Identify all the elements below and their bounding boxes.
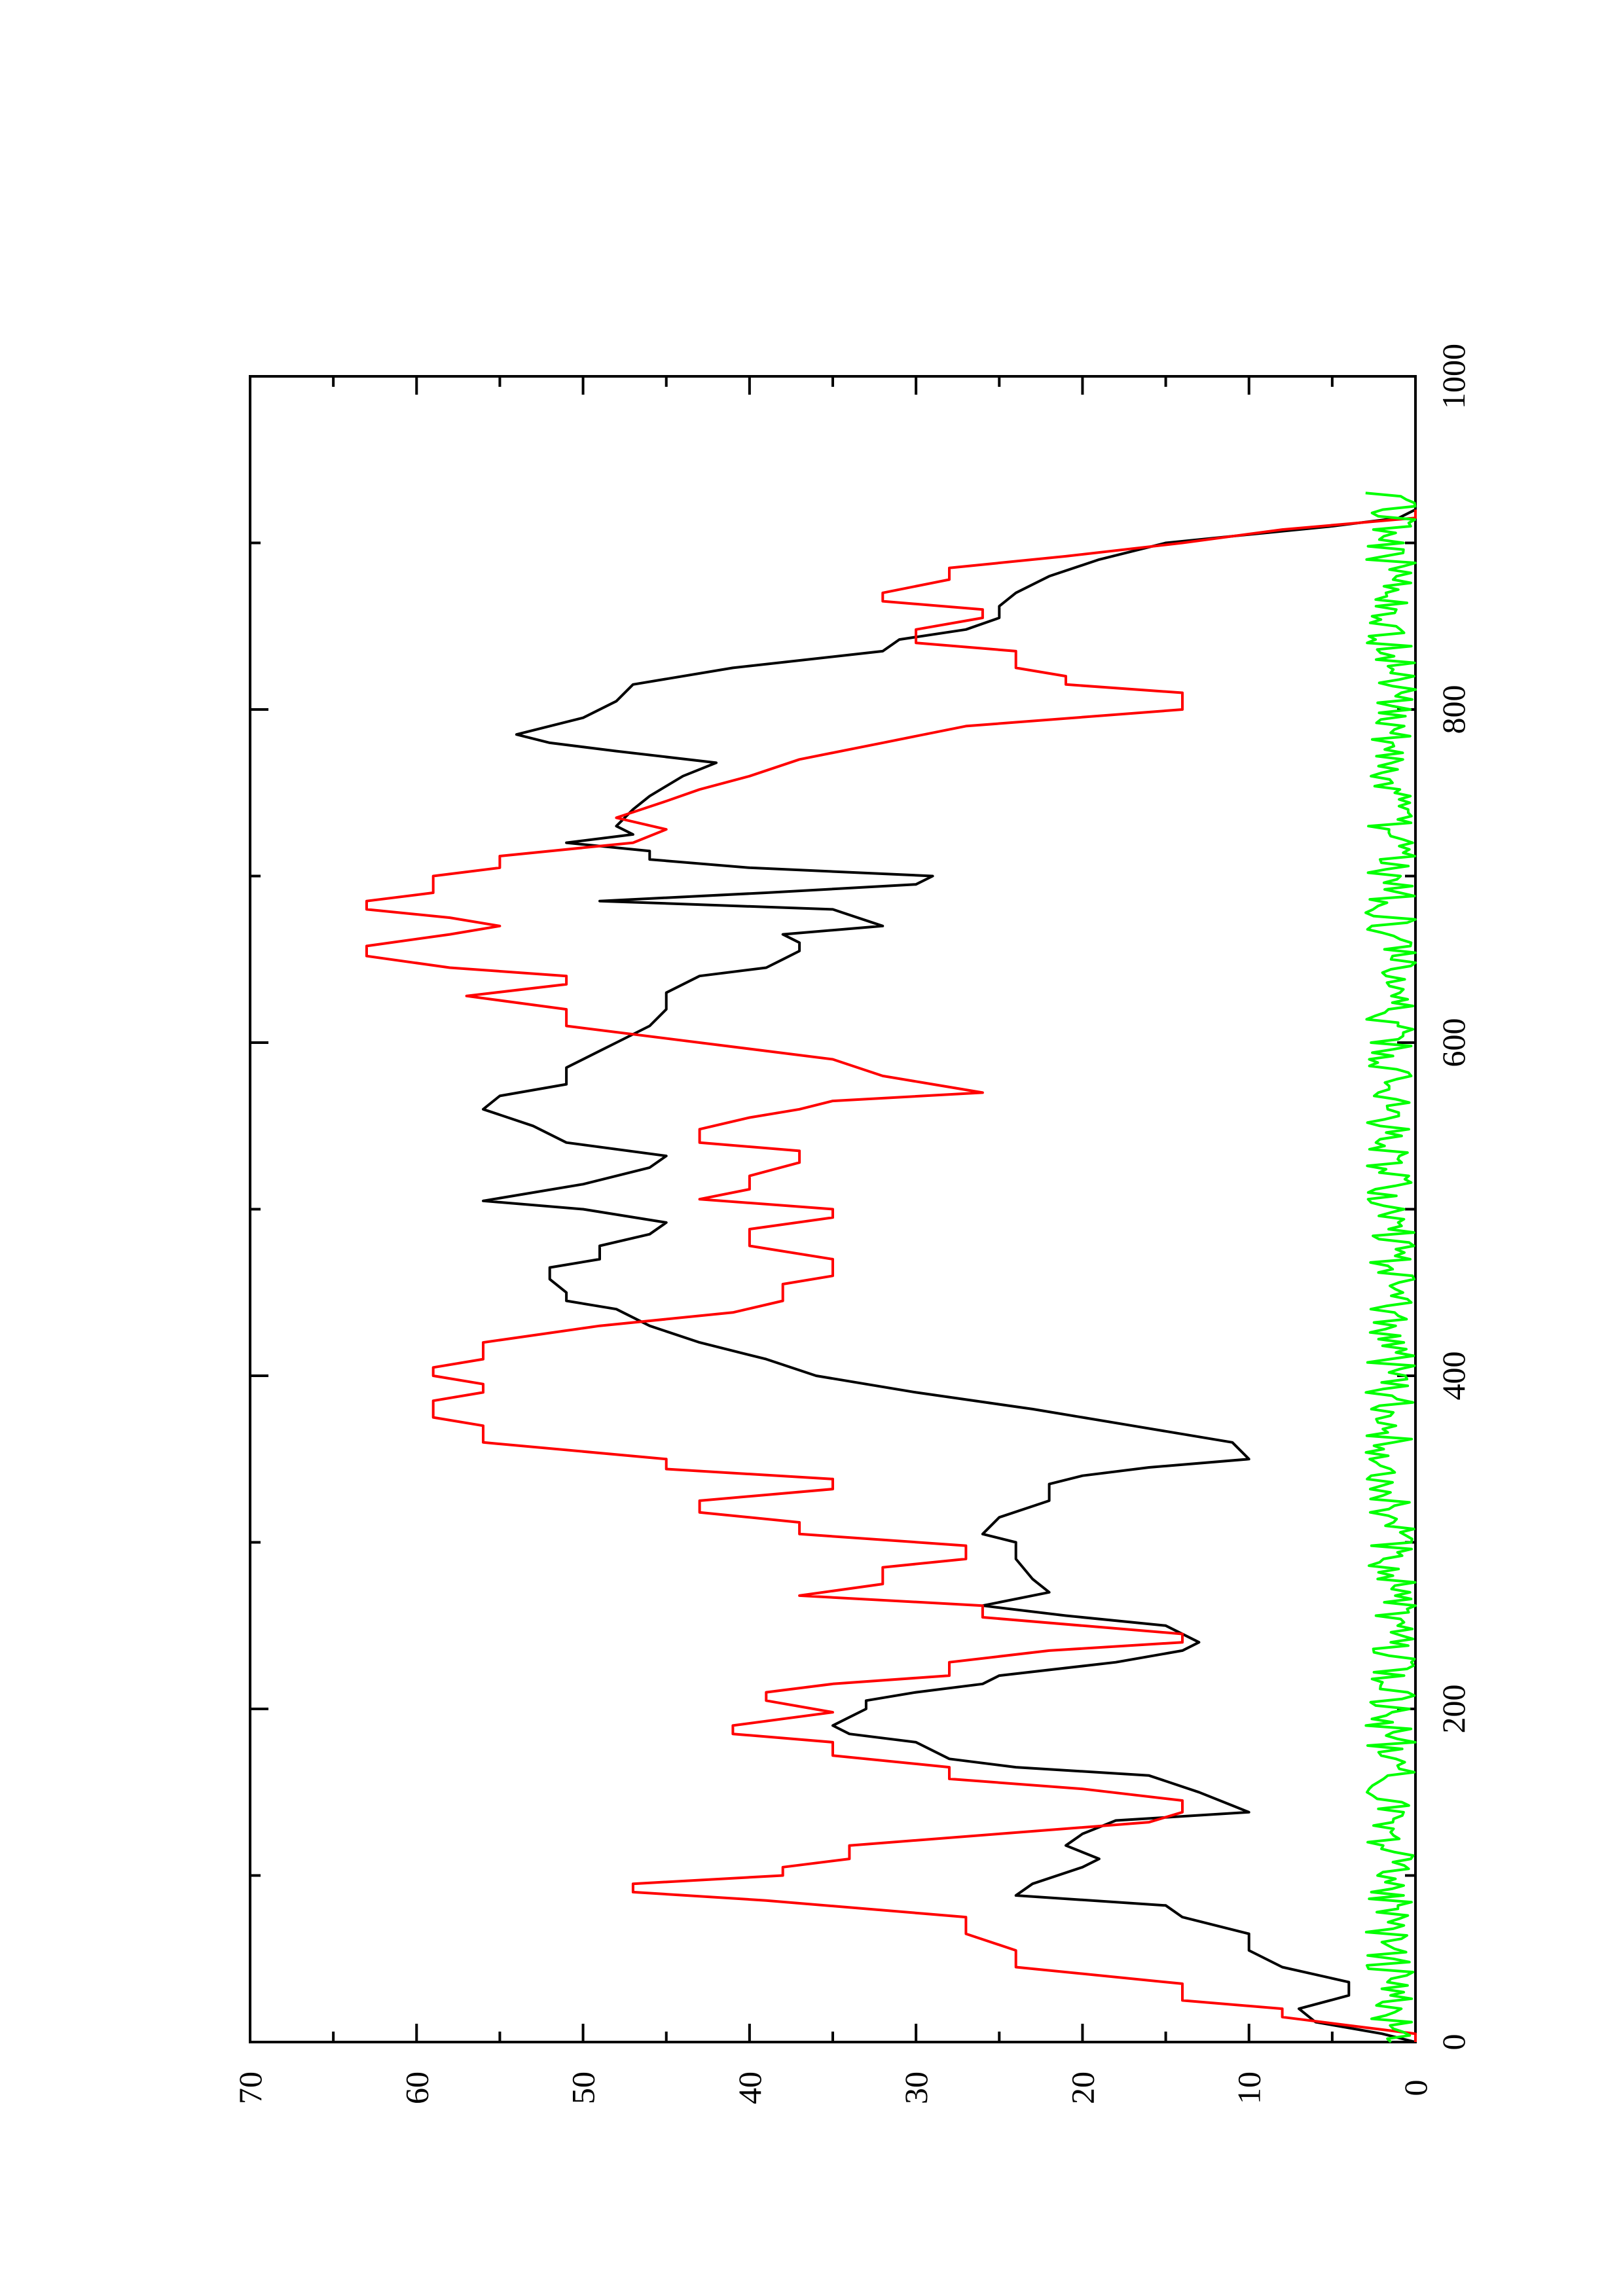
- y-tick-label: 50: [565, 2072, 602, 2104]
- y-tick-label: 0: [1397, 2080, 1434, 2096]
- series-line-3: [1364, 492, 1417, 2043]
- x-tick-label: 200: [1435, 1685, 1472, 1734]
- x-tick-label: 600: [1435, 1018, 1472, 1067]
- series-layer: [365, 492, 1417, 2043]
- y-tick-label: 10: [1231, 2072, 1267, 2104]
- series-line-2: [365, 509, 1417, 2042]
- x-tick-label: 0: [1435, 2034, 1472, 2051]
- x-tick-label: 800: [1435, 685, 1472, 734]
- y-tick-label: 30: [898, 2072, 934, 2104]
- y-tick-label: 20: [1064, 2072, 1101, 2104]
- y-tick-label: 60: [398, 2072, 435, 2104]
- axis-ticks: [249, 375, 1417, 2043]
- x-tick-label: 1000: [1435, 344, 1472, 409]
- series-line-1: [482, 508, 1416, 2043]
- y-tick-label: 40: [731, 2072, 768, 2104]
- x-tick-label: 400: [1435, 1352, 1472, 1401]
- axis-tick-labels: 0 200 400 600 800 1000 0 10 20 30 40 50 60 70: [232, 344, 1472, 2104]
- y-tick-label: 70: [232, 2072, 268, 2104]
